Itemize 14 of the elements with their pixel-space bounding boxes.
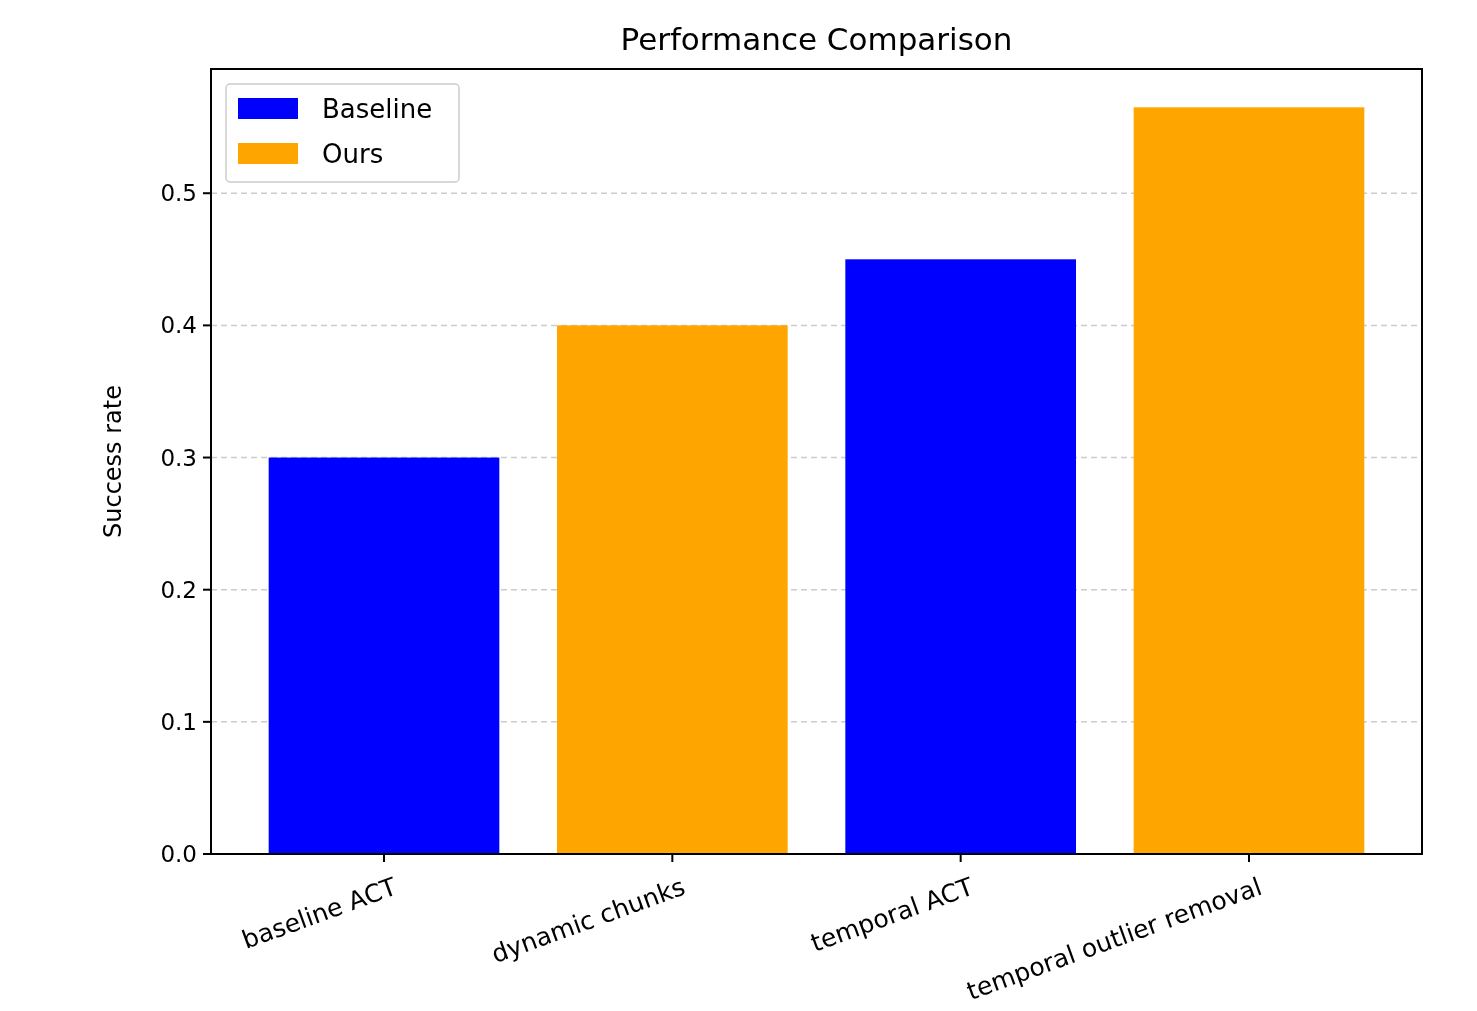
bar: [268, 457, 500, 854]
bar: [557, 325, 788, 854]
y-axis-title: Success rate: [99, 385, 127, 538]
legend-label: Ours: [322, 139, 384, 170]
bar: [1133, 107, 1365, 854]
chart-title: Performance Comparison: [620, 21, 1013, 57]
y-tick-label: 0.1: [160, 708, 197, 735]
y-tick-label: 0.5: [160, 180, 197, 207]
y-tick-label: 0.4: [160, 312, 197, 339]
y-tick-label: 0.2: [160, 576, 197, 603]
bar: [845, 259, 1076, 854]
y-tick-label: 0.3: [160, 444, 197, 471]
legend-label: Baseline: [322, 94, 433, 125]
y-tick-label: 0.0: [160, 841, 197, 868]
